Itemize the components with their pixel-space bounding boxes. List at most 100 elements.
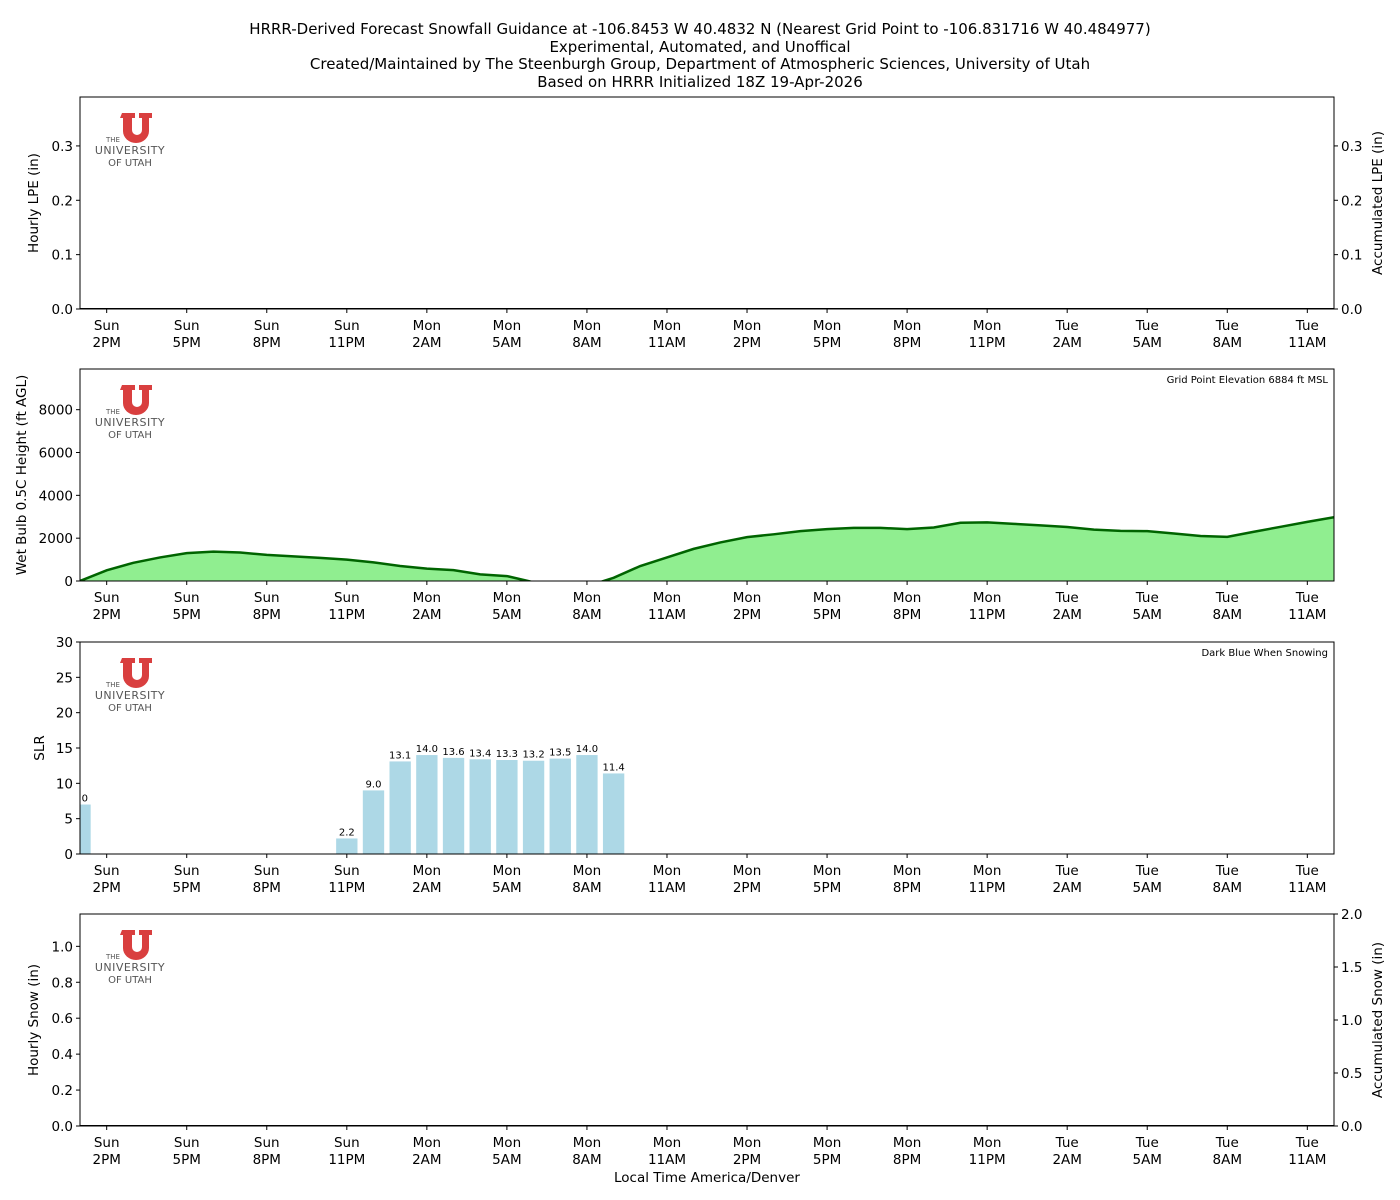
- slr-bar: [442, 757, 465, 854]
- x-tick-label: Mon 5AM: [492, 590, 521, 623]
- x-tick-label: Sun 2PM: [92, 318, 120, 351]
- slr-bar-label: 9.0: [366, 779, 382, 790]
- wet-bulb-line: [80, 515, 1334, 581]
- y-right-tick-label: 0.2: [1341, 193, 1362, 209]
- x-tick-time: 8AM: [572, 880, 601, 896]
- x-tick-day: Sun: [254, 863, 280, 879]
- x-tick-time: 11AM: [648, 1152, 686, 1168]
- y-right-tick-label: 0.0: [1341, 302, 1362, 318]
- x-tick-day: Mon: [413, 590, 441, 606]
- y-tick-label: 30: [56, 635, 73, 651]
- x-tick-label: Mon 2PM: [733, 590, 761, 623]
- x-tick-time: 8AM: [572, 335, 601, 351]
- x-tick-day: Sun: [334, 863, 360, 879]
- x-tick-time: 5AM: [1132, 607, 1161, 623]
- x-tick-time: 11PM: [969, 607, 1006, 623]
- x-tick-label: Mon 8AM: [572, 318, 601, 351]
- x-tick-day: Mon: [973, 863, 1001, 879]
- x-tick-time: 8PM: [893, 335, 921, 351]
- x-tick-day: Sun: [174, 1135, 200, 1151]
- x-tick-time: 2AM: [412, 607, 441, 623]
- y-right-tick-label: 2.0: [1341, 907, 1362, 923]
- x-tick-time: 11PM: [328, 1152, 365, 1168]
- axes-frame: [79, 641, 1335, 855]
- x-tick-label: Mon 11PM: [969, 590, 1006, 623]
- axes-frame: [79, 368, 1335, 582]
- title-line-3: Created/Maintained by The Steenburgh Gro…: [309, 55, 1091, 73]
- panel-slr: 7.0 2.2 9.0 13.1 14.0 13.6 13.4 13.3 13.2 13.5 14.…: [32, 635, 1335, 896]
- x-tick-day: Sun: [254, 1135, 280, 1151]
- x-tick-time: 2AM: [412, 1152, 441, 1168]
- x-tick-label: Tue 5AM: [1132, 1135, 1161, 1168]
- panel-annotation: Dark Blue When Snowing: [1201, 648, 1328, 659]
- logo-text-university: UNIVERSITY: [95, 689, 165, 702]
- y-tick-label: 0: [64, 847, 73, 863]
- x-tick-time: 8PM: [893, 880, 921, 896]
- x-tick-label: Mon 8AM: [572, 1135, 601, 1168]
- x-tick-time: 2PM: [733, 335, 761, 351]
- x-tick-day: Sun: [174, 590, 200, 606]
- x-tick-label: Tue 5AM: [1132, 318, 1161, 351]
- y-tick-label: 15: [56, 741, 73, 757]
- x-tick-day: Tue: [1215, 590, 1239, 606]
- x-tick-time: 8AM: [1213, 1152, 1242, 1168]
- x-tick-time: 5PM: [813, 880, 841, 896]
- block-u-icon: [120, 930, 152, 960]
- x-tick-day: Mon: [573, 863, 601, 879]
- x-tick-time: 8AM: [1213, 607, 1242, 623]
- x-tick-day: Mon: [573, 318, 601, 334]
- x-tick-day: Mon: [493, 1135, 521, 1151]
- x-tick-label: Mon 11PM: [969, 318, 1006, 351]
- slr-bar: [389, 761, 411, 854]
- x-tick-day: Tue: [1135, 1135, 1159, 1151]
- slr-bar: [576, 755, 598, 854]
- x-tick-time: 11AM: [1288, 335, 1326, 351]
- x-tick-label: Mon 11PM: [969, 863, 1006, 896]
- x-tick-label: Mon 8PM: [893, 590, 921, 623]
- x-tick-day: Mon: [973, 318, 1001, 334]
- x-tick-day: Mon: [493, 318, 521, 334]
- x-tick-time: 8AM: [572, 607, 601, 623]
- x-tick-label: Sun 8PM: [253, 590, 281, 623]
- y-axis-label: Wet Bulb 0.5C Height (ft AGL): [14, 375, 30, 576]
- y-right-tick-label: 0.0: [1341, 1119, 1362, 1135]
- x-tick-time: 5PM: [173, 335, 201, 351]
- x-tick-time: 8PM: [253, 1152, 281, 1168]
- x-tick-day: Tue: [1055, 318, 1079, 334]
- x-tick-time: 5PM: [813, 1152, 841, 1168]
- x-tick-label: Sun 2PM: [92, 1135, 120, 1168]
- logo-text-of-utah: OF UTAH: [108, 975, 152, 986]
- slr-bar: [469, 759, 491, 854]
- x-tick-time: 2AM: [1052, 1152, 1081, 1168]
- x-tick-day: Mon: [973, 1135, 1001, 1151]
- block-u-icon: [120, 658, 152, 688]
- x-tick-day: Sun: [174, 318, 200, 334]
- x-tick-label: Mon 11AM: [648, 318, 686, 351]
- x-tick-day: Mon: [813, 318, 841, 334]
- x-tick-label: Sun 5PM: [173, 1135, 201, 1168]
- x-tick-day: Tue: [1135, 318, 1159, 334]
- y-tick-label: 0.6: [52, 1011, 73, 1027]
- panel-hourly-lpe: 0.0 0.1 0.2 0.3 Hourly LPE (in) 0.0 0.1 0.2 0.3 A…: [26, 96, 1386, 351]
- x-tick-time: 8PM: [893, 607, 921, 623]
- slr-bar-label: 14.0: [576, 744, 598, 755]
- y-right-axis-label: Accumulated Snow (in): [1370, 942, 1386, 1098]
- x-tick-day: Tue: [1215, 1135, 1239, 1151]
- x-tick-day: Tue: [1215, 318, 1239, 334]
- x-tick-day: Mon: [813, 863, 841, 879]
- x-tick-time: 5AM: [492, 1152, 521, 1168]
- x-tick-day: Mon: [653, 590, 681, 606]
- x-tick-time: 11AM: [1288, 607, 1326, 623]
- x-tick-day: Mon: [973, 590, 1001, 606]
- x-tick-day: Mon: [813, 1135, 841, 1151]
- x-tick-label: Tue 8AM: [1213, 318, 1242, 351]
- x-tick-label: Mon 5AM: [492, 318, 521, 351]
- x-tick-day: Mon: [733, 318, 761, 334]
- x-tick-day: Mon: [733, 590, 761, 606]
- x-tick-time: 5PM: [173, 880, 201, 896]
- x-tick-label: Mon 2AM: [412, 1135, 441, 1168]
- x-tick-label: Sun 11PM: [328, 318, 365, 351]
